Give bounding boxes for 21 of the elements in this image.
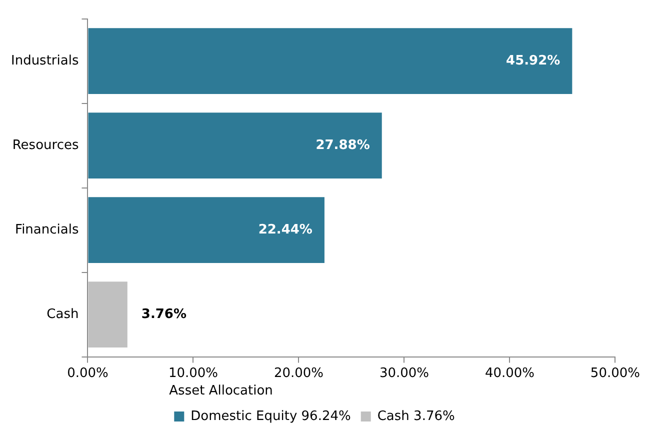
x-tick-label: 50.00% <box>590 366 640 381</box>
x-tick-label: 10.00% <box>168 366 218 381</box>
data-label: 45.92% <box>506 53 560 68</box>
bar <box>88 197 324 264</box>
y-tick-label: Industrials <box>10 53 79 68</box>
x-tick-label: 20.00% <box>274 366 324 381</box>
bar <box>88 282 128 348</box>
x-tick-label: 40.00% <box>484 366 535 381</box>
legend-title: Asset Allocation <box>169 383 273 398</box>
bar <box>88 112 382 179</box>
x-tick-label: 30.00% <box>379 366 430 381</box>
data-label: 22.44% <box>258 222 312 238</box>
y-tick-label: Cash <box>46 306 79 322</box>
data-label: 3.76% <box>141 306 187 322</box>
y-tick-label: Resources <box>12 138 79 153</box>
x-tick-label: 0.00% <box>67 366 108 381</box>
bar <box>88 28 572 94</box>
data-label: 27.88% <box>316 138 370 153</box>
y-tick-label: Financials <box>15 222 79 238</box>
legend-label: Cash 3.76% <box>377 408 455 424</box>
legend-label: Domestic Equity 96.24% <box>190 408 351 424</box>
